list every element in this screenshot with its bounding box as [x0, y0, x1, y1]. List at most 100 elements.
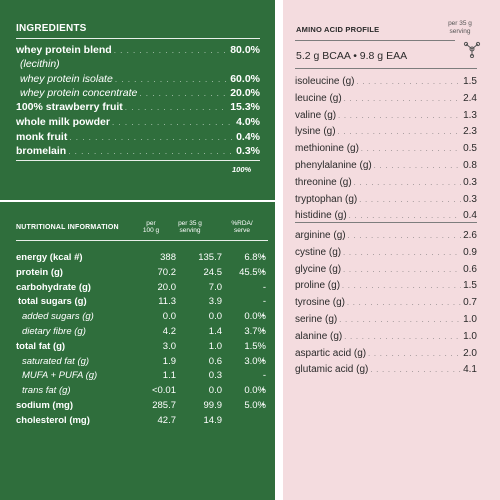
ingredient-label: whey protein concentrate [20, 87, 138, 99]
per-serving-value: 3.9 [208, 296, 222, 308]
ingredient-label: bromelain [16, 145, 67, 157]
amino-label: tyrosine (g) [295, 297, 346, 309]
amino-value: 0.3 [463, 193, 477, 205]
nutrient-label: sodium (mg) [16, 400, 73, 411]
dot-leader: . . . . . . . . . . . . . . . . . . . . … [337, 129, 462, 137]
amino-row: threonine (g). . . . . . . . . . . . . .… [295, 177, 477, 191]
ingredient-row: bromelain. . . . . . . . . . . . . . . .… [16, 145, 260, 157]
nutrient-label: energy (kcal #) [16, 252, 83, 263]
amino-label: arginine (g) [295, 230, 346, 241]
amino-row: methionine (g). . . . . . . . . . . . . … [295, 143, 477, 157]
per-serving-value: 0.0 [208, 385, 222, 397]
amino-row: glycine (g). . . . . . . . . . . . . . .… [295, 264, 477, 278]
nutrition-row: energy (kcal #) 388 135.7 6.8% • [16, 252, 268, 266]
per-serving-value: 24.5 [203, 266, 223, 278]
ingredient-value: 80.0% [230, 44, 260, 56]
ingredients-title: INGREDIENTS [16, 23, 87, 34]
per-100g-value: 3.0 [162, 340, 176, 352]
amino-row: isoleucine (g). . . . . . . . . . . . . … [295, 76, 477, 90]
amino-value: 0.6 [463, 263, 477, 275]
per-100g-value: 11.3 [158, 296, 176, 308]
rda-value: 3.0% [244, 355, 266, 367]
amino-row: histidine (g). . . . . . . . . . . . . .… [295, 210, 477, 224]
dot-leader: . . . . . . . . . . . . . . . . . . . . … [343, 249, 461, 257]
rda-marker: • [262, 385, 265, 395]
amino-value: 0.7 [463, 297, 477, 309]
dot-leader: . . . . . . . . . . . . . . . . . . . . … [347, 300, 461, 308]
per-serving-value: 7.0 [208, 281, 222, 293]
amino-label: alanine (g) [295, 330, 343, 342]
amino-row: tyrosine (g). . . . . . . . . . . . . . … [295, 297, 477, 311]
dot-leader: . . . . . . . . . . . . . . . . . . . . … [360, 146, 461, 154]
dot-leader: . . . . . . . . . . . . . . . . . . . . … [348, 213, 461, 221]
ingredient-row: whey protein blend. . . . . . . . . . . … [16, 44, 260, 56]
rda-value: 3.7% [244, 326, 266, 337]
amino-label: glutamic acid (g) [295, 364, 369, 376]
rda-value: 5.0% [244, 400, 266, 411]
amino-value: 2.6 [463, 230, 477, 241]
nutrient-label: carbohydrate (g) [16, 281, 91, 293]
dot-leader: . . . . . . . . . . . . . . . . . . . . … [343, 266, 461, 274]
amino-label: tryptophan (g) [295, 193, 358, 205]
amino-row: glutamic acid (g). . . . . . . . . . . .… [295, 364, 477, 378]
per-100g-value: 1.9 [162, 355, 176, 367]
amino-value: 0.3 [463, 176, 477, 188]
nutrition-row: total sugars (g) 11.3 3.9 - [16, 296, 268, 310]
molecule-icon [463, 41, 481, 58]
amino-value: 0.9 [463, 246, 477, 258]
nutrition-row: carbohydrate (g) 20.0 7.0 - [16, 282, 268, 296]
ingredient-value: 0.4% [236, 131, 260, 143]
amino-summary-divider [295, 68, 477, 69]
nutrition-row: protein (g) 70.2 24.5 45.5% • [16, 267, 268, 281]
ingredient-label: 100% strawberry fruit [16, 101, 123, 113]
amino-acid-title: AMINO ACID PROFILE [296, 25, 380, 34]
per-100g-value: 1.1 [162, 370, 176, 382]
dot-leader: . . . . . . . . . . . . . . . . . . . . … [368, 350, 461, 358]
dot-leader: . . . . . . . . . . . . . . . . . . . . … [114, 75, 228, 84]
amino-row: arginine (g). . . . . . . . . . . . . . … [295, 230, 477, 244]
per-serving-value: 14.9 [203, 414, 223, 426]
per-serving-value: 1.4 [208, 326, 222, 337]
ingredient-value: 60.0% [230, 73, 260, 85]
ingredients-panel [0, 0, 275, 200]
rda-marker: • [262, 311, 265, 321]
amino-summary: 5.2 g BCAA • 9.8 g EAA [296, 50, 408, 62]
amino-label: glycine (g) [295, 263, 342, 275]
nutrition-title: NUTRITIONAL INFORMATION [16, 224, 119, 231]
amino-value: 1.0 [463, 314, 477, 325]
dot-leader: . . . . . . . . . . . . . . . . . . . . … [338, 112, 461, 120]
rda-value: 0.0% [244, 385, 266, 397]
rda-marker: • [262, 252, 265, 261]
nutrition-row: cholesterol (mg) 42.7 14.9 [16, 415, 268, 429]
amino-row: alanine (g). . . . . . . . . . . . . . .… [295, 331, 477, 345]
rda-marker: • [262, 266, 265, 276]
per-100g-value: 388 [160, 252, 176, 263]
dot-leader: . . . . . . . . . . . . . . . . . . . . … [342, 283, 461, 291]
amino-label: aspartic acid (g) [295, 347, 367, 359]
ingredient-value: 4.0% [236, 116, 260, 128]
amino-value: 1.0 [463, 330, 477, 342]
dot-leader: . . . . . . . . . . . . . . . . . . . . … [353, 179, 461, 187]
nutrient-label: cholesterol (mg) [16, 414, 90, 426]
per-serving-value: 1.0 [208, 340, 222, 352]
nutrition-row: saturated fat (g) 1.9 0.6 3.0% • [16, 356, 268, 370]
rda-value: - [262, 370, 266, 382]
nutrient-label: total sugars (g) [18, 296, 87, 308]
per-100g-value: 42.7 [157, 414, 177, 426]
ingredient-label: whey protein blend [16, 44, 112, 56]
amino-acid-panel [283, 0, 500, 500]
ingredient-row: whey protein isolate. . . . . . . . . . … [16, 73, 260, 85]
nutrition-row: trans fat (g) <0.01 0.0 0.0% • [16, 385, 268, 399]
dot-leader: . . . . . . . . . . . . . . . . . . . . … [370, 367, 461, 375]
nutrient-label: added sugars (g) [22, 311, 94, 323]
nutrition-divider [16, 240, 268, 241]
rda-value: - [262, 281, 266, 293]
column-header-per-100g: per 100 g [142, 220, 160, 234]
amino-row: leucine (g). . . . . . . . . . . . . . .… [295, 93, 477, 107]
amino-row: cystine (g). . . . . . . . . . . . . . .… [295, 247, 477, 261]
nutrition-row: total fat (g) 3.0 1.0 1.5% [16, 341, 268, 355]
rda-marker: • [262, 326, 265, 335]
amino-row: aspartic acid (g). . . . . . . . . . . .… [295, 348, 477, 362]
amino-group-divider [295, 222, 477, 223]
ingredient-label: monk fruit [16, 131, 68, 143]
